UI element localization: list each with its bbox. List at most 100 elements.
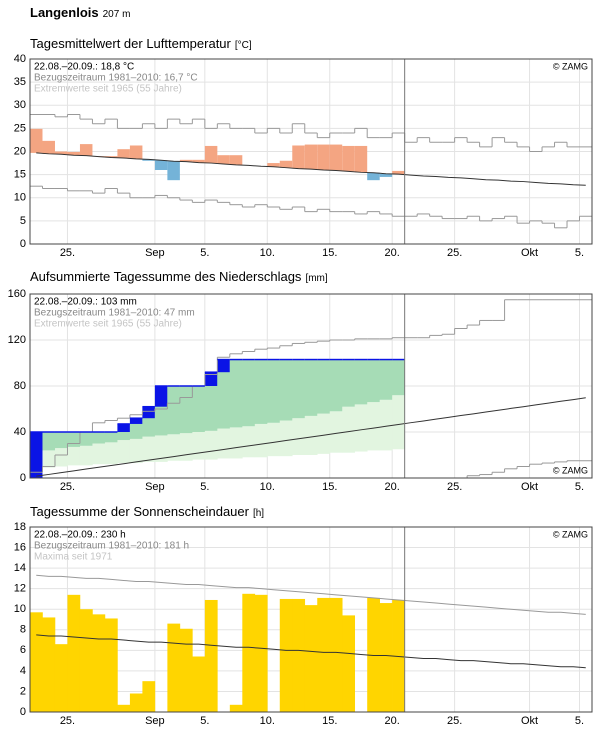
x-tick-label: 5.	[575, 247, 584, 259]
y-tick-label: 4	[20, 665, 26, 677]
x-tick-label: 5.	[200, 715, 209, 727]
band-upper	[92, 432, 106, 444]
anomaly-bar	[304, 144, 318, 170]
plot-frame	[29, 293, 593, 479]
band-lower	[342, 406, 356, 453]
y-tick-label: 25	[14, 122, 26, 134]
band-upper	[367, 359, 380, 403]
bar	[279, 598, 293, 712]
bar	[142, 681, 156, 712]
bar	[379, 603, 393, 712]
anomaly-bar	[79, 144, 93, 156]
x-tick-label: 25.	[60, 481, 75, 493]
band-lower	[42, 450, 56, 468]
band-lower	[267, 422, 281, 457]
anomaly-bar	[217, 155, 230, 164]
bar	[292, 598, 306, 712]
anomaly-bar	[167, 161, 180, 181]
band-upper	[254, 359, 268, 424]
mean-line	[36, 574, 586, 615]
bar	[392, 599, 405, 712]
anomaly-bar	[67, 151, 80, 156]
y-tick-label: 8	[20, 624, 26, 636]
chart-title: Tagesmittelwert der Lufttemperatur [°C]	[30, 36, 252, 51]
anomaly-bar	[204, 145, 218, 164]
chart: Aufsummierte Tagessumme des Niederschlag…	[8, 269, 593, 493]
x-tick-label: 20.	[385, 715, 400, 727]
anomaly-bar	[54, 151, 68, 155]
title-unit: [h]	[253, 508, 264, 519]
bar	[54, 644, 68, 712]
anomaly-bar	[30, 128, 43, 153]
y-tick-label: 80	[14, 380, 26, 392]
band-upper	[54, 432, 68, 449]
info-text: Bezugszeitraum 1981–2010: 181 h	[34, 541, 189, 552]
y-tick-label: 20	[14, 145, 26, 157]
bar	[329, 597, 343, 712]
y-tick-label: 14	[14, 562, 26, 574]
y-tick-label: 12	[14, 583, 26, 595]
anomaly-bar	[192, 159, 205, 163]
band-upper	[229, 359, 243, 428]
band-lower	[92, 443, 106, 465]
page-title: Langenlois 207 m	[30, 5, 130, 20]
band-lower	[204, 430, 218, 460]
band-lower	[304, 415, 318, 455]
anomaly-bar	[179, 159, 193, 162]
y-tick-label: 18	[14, 521, 26, 533]
copyright: © ZAMG	[553, 61, 588, 71]
title-unit: [mm]	[305, 273, 327, 284]
x-tick-label: 5.	[575, 481, 584, 493]
y-tick-label: 10	[14, 192, 26, 204]
band-lower	[167, 434, 181, 461]
bar	[167, 623, 181, 712]
info-text: 22.08.–20.09.: 18,8 °C	[34, 62, 134, 73]
bar	[42, 617, 56, 712]
anomaly-bar	[229, 155, 243, 165]
y-tick-label: 16	[14, 541, 26, 553]
band-upper	[342, 359, 356, 407]
band-lower	[117, 440, 131, 464]
info-text: Bezugszeitraum 1981–2010: 47 mm	[34, 308, 195, 319]
mean-line	[36, 634, 586, 669]
info-text: Maxima seit 1971	[34, 552, 113, 563]
bar	[179, 628, 193, 712]
x-tick-label: Sep	[145, 247, 165, 259]
x-tick-label: Sep	[145, 481, 165, 493]
band-lower	[217, 428, 231, 459]
x-tick-label: Okt	[521, 481, 538, 493]
band-upper	[329, 359, 343, 412]
anomaly-bar	[279, 160, 293, 168]
daily-increment	[154, 386, 168, 407]
chart: Tagessumme der Sonnenscheindauer [h] 0 2 4 6 8…	[14, 504, 593, 727]
title-text: Tagesmittelwert der Lufttemperatur	[30, 36, 232, 51]
chart-title: Aufsummierte Tagessumme des Niederschlag…	[30, 269, 328, 284]
band-upper	[42, 432, 56, 451]
x-tick-label: 25.	[60, 247, 75, 259]
x-tick-label: 15.	[322, 247, 337, 259]
band-lower	[254, 423, 268, 458]
band-lower	[292, 418, 306, 455]
station-name: Langenlois	[30, 5, 99, 20]
band-upper	[167, 386, 181, 435]
bar	[342, 615, 356, 712]
band-lower	[317, 413, 331, 454]
y-tick-label: 120	[8, 334, 26, 346]
bar	[242, 593, 256, 712]
y-tick-label: 10	[14, 603, 26, 615]
anomaly-bar	[342, 145, 355, 172]
anomaly-bar	[117, 149, 130, 158]
y-tick-label: 15	[14, 169, 26, 181]
y-tick-label: 40	[14, 53, 26, 65]
band-upper	[192, 386, 206, 432]
band-lower	[67, 446, 81, 466]
bar	[30, 612, 43, 712]
x-tick-label: Okt	[521, 247, 538, 259]
band-lower	[392, 395, 405, 450]
mean-line	[36, 152, 586, 186]
info-text: Extremwerte seit 1965 (55 Jahre)	[34, 84, 182, 95]
y-tick-label: 0	[20, 706, 26, 718]
band-upper	[267, 359, 281, 423]
bar	[79, 609, 93, 712]
